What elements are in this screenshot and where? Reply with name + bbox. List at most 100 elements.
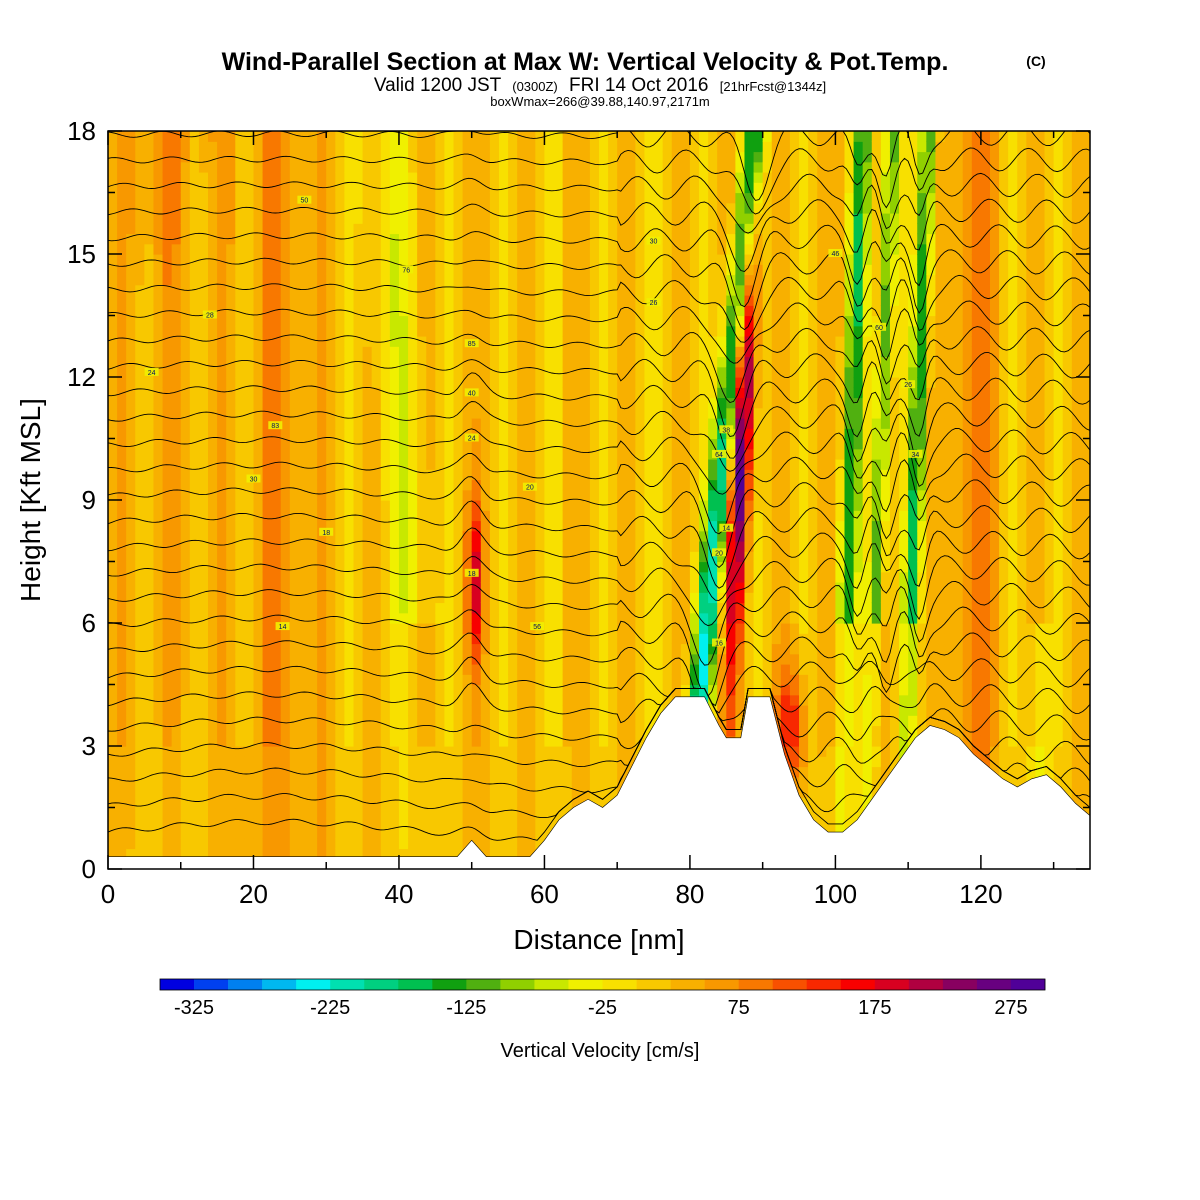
field-cell [226, 643, 236, 655]
field-cell [153, 428, 164, 440]
field-cell [626, 172, 636, 183]
field-cell [180, 684, 191, 696]
field-cell [280, 489, 291, 501]
field-cell [498, 428, 509, 440]
field-cell [162, 418, 173, 429]
field-cell [489, 459, 500, 470]
field-cell [117, 510, 127, 522]
field-cell [626, 407, 636, 419]
field-cell [217, 715, 227, 727]
field-cell [289, 571, 300, 583]
field-cell [535, 653, 546, 665]
field-cell [498, 489, 509, 501]
field-cell [689, 295, 700, 306]
field-cell [317, 561, 327, 573]
field-cell [553, 161, 564, 173]
field-cell [726, 684, 736, 696]
field-cell [171, 797, 182, 809]
field-cell [480, 295, 491, 306]
field-cell [271, 141, 282, 153]
field-cell [689, 192, 700, 204]
field-cell [398, 172, 409, 183]
field-cell [699, 479, 709, 491]
field-cell [726, 131, 736, 142]
field-cell [680, 541, 691, 552]
field-cell [580, 305, 591, 317]
field-cell [371, 674, 382, 686]
field-cell [653, 141, 664, 153]
field-cell [580, 571, 591, 583]
field-cell [189, 500, 200, 511]
field-cell [426, 377, 436, 388]
field-cell [271, 428, 282, 440]
field-cell [671, 407, 682, 419]
field-cell [317, 356, 327, 368]
field-cell [426, 787, 436, 798]
field-cell [162, 172, 173, 183]
field-cell [708, 479, 718, 491]
field-cell [371, 172, 382, 183]
field-cell [217, 305, 227, 317]
field-cell [217, 828, 227, 839]
field-cell [344, 356, 355, 368]
field-cell [326, 582, 336, 593]
field-cell [398, 653, 409, 665]
field-cell [335, 592, 345, 604]
field-cell [126, 161, 136, 173]
field-cell [280, 336, 291, 347]
field-cell [471, 694, 482, 706]
field-cell [380, 746, 391, 757]
field-cell [444, 520, 455, 532]
field-cell [444, 735, 455, 747]
field-cell [153, 828, 164, 839]
field-cell [526, 428, 536, 440]
field-cell [289, 582, 300, 593]
field-cell [380, 151, 391, 163]
field-cell [389, 336, 400, 347]
field-cell [271, 131, 282, 142]
field-cell [608, 356, 618, 368]
field-cell [217, 387, 227, 399]
field-cell [680, 602, 691, 614]
field-cell [453, 264, 464, 276]
field-cell [589, 202, 600, 214]
field-cell [644, 582, 655, 593]
field-cell [135, 233, 145, 245]
field-cell [244, 233, 255, 245]
field-cell [489, 746, 500, 757]
field-cell [208, 838, 218, 850]
field-cell [308, 315, 318, 327]
field-cell [544, 653, 555, 665]
field-cell [153, 356, 164, 368]
field-cell [153, 633, 164, 645]
field-cell [689, 500, 700, 511]
field-cell [535, 407, 546, 419]
subtitle-forecast: [21hrFcst@1344z] [720, 79, 826, 94]
field-cell [626, 438, 636, 450]
field-cell [544, 623, 555, 634]
field-cell [362, 182, 373, 194]
field-cell [162, 254, 173, 265]
field-cell [626, 223, 636, 235]
field-cell [480, 735, 491, 747]
field-cell [480, 315, 491, 327]
field-cell [408, 325, 418, 337]
field-cell [708, 623, 718, 634]
field-cell [262, 756, 273, 768]
field-cell [344, 602, 355, 614]
field-cell [480, 602, 491, 614]
field-cell [526, 776, 536, 788]
field-cell [335, 571, 345, 583]
field-cell [289, 541, 300, 552]
field-cell [571, 377, 582, 388]
field-cell [162, 264, 173, 276]
field-cell [699, 418, 709, 429]
field-cell [553, 233, 564, 245]
field-cell [326, 397, 336, 409]
field-cell [444, 653, 455, 665]
field-cell [608, 725, 618, 737]
field-cell [226, 192, 236, 204]
field-cell [626, 541, 636, 552]
field-cell [599, 295, 609, 306]
field-cell [317, 797, 327, 809]
